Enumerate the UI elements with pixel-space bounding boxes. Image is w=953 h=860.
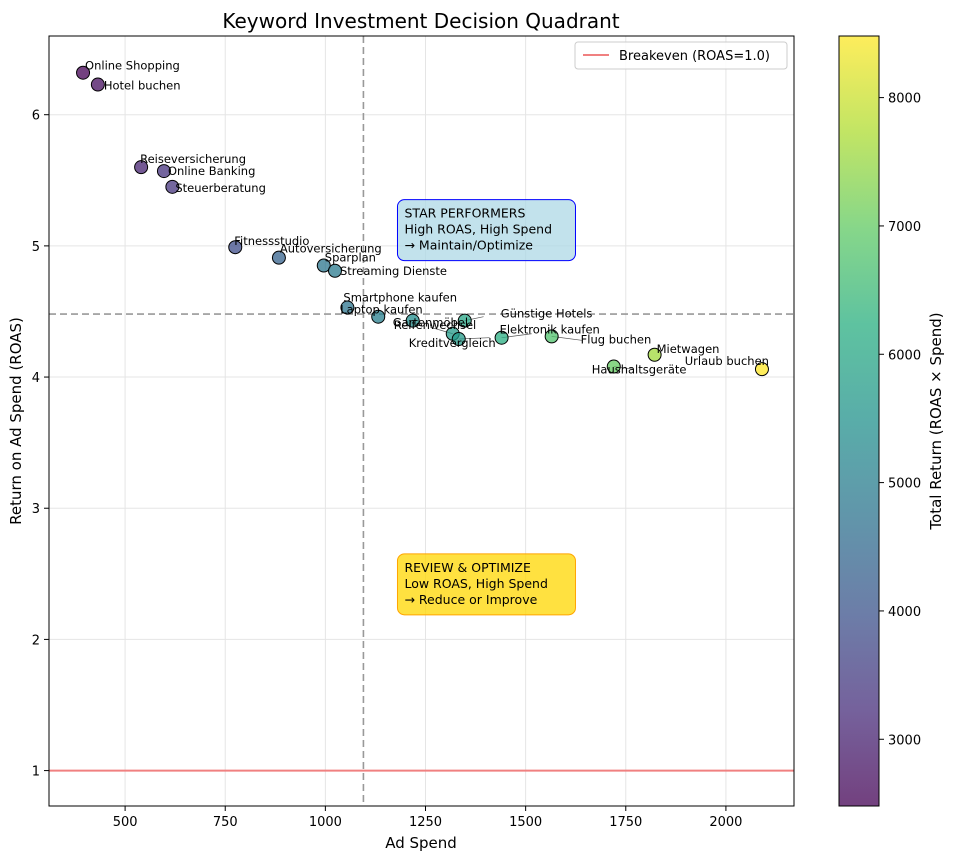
data-point	[228, 240, 243, 255]
point-label: Fitnessstudio	[234, 234, 309, 248]
point-label: Flug buchen	[581, 332, 652, 346]
plot-frame	[48, 35, 795, 807]
y-tick-label: 2	[32, 633, 40, 648]
point-label: Laptop kaufen	[340, 303, 422, 317]
point-label: Urlaub buchen	[685, 354, 769, 368]
legend-label: Breakeven (ROAS=1.0)	[619, 49, 770, 64]
data-point	[457, 313, 472, 328]
grid	[49, 36, 794, 806]
point-label: Online Banking	[168, 164, 255, 178]
data-point	[405, 313, 420, 328]
data-point	[156, 164, 171, 179]
y-tick-label: 4	[32, 371, 40, 386]
point-label: Streaming Dienste	[340, 264, 447, 278]
annotation-box	[396, 199, 576, 262]
colorbar-tick-label: 7000	[888, 220, 921, 235]
x-axis-ticks: 500 750 1000 1250 1500 1750 2000	[113, 806, 742, 830]
y-tick-label: 3	[32, 502, 40, 517]
data-point	[544, 329, 559, 344]
colorbar-tick-label: 5000	[888, 477, 921, 492]
x-tick-label: 2000	[709, 815, 742, 830]
y-tick-label: 6	[32, 109, 40, 124]
point-label: Haushaltsgeräte	[592, 363, 687, 377]
point-labels: Online Shopping Hotel buchen Reiseversiche…	[85, 59, 769, 377]
colorbar-tick-label: 8000	[888, 92, 921, 107]
x-tick-label: 1250	[409, 815, 442, 830]
annotation-box	[396, 553, 576, 616]
point-label: Steuerberatung	[175, 181, 266, 195]
data-point	[451, 332, 466, 347]
annotation-line: → Maintain/Optimize	[404, 238, 533, 253]
data-point	[316, 258, 331, 273]
annotation-line: STAR PERFORMERS	[404, 206, 525, 221]
data-point	[371, 309, 386, 324]
point-label: Hotel buchen	[104, 79, 181, 93]
y-tick-label: 5	[32, 240, 40, 255]
reference-lines	[49, 36, 794, 806]
legend: Breakeven (ROAS=1.0)	[574, 41, 788, 70]
point-label: Kreditvergleich	[409, 336, 496, 350]
annotation-line: Low ROAS, High Spend	[404, 576, 547, 591]
data-point	[494, 330, 509, 345]
point-label: Smartphone kaufen	[343, 291, 457, 305]
y-axis-label: Return on Ad Spend (ROAS)	[7, 317, 25, 525]
annotation-line: → Reduce or Improve	[404, 592, 537, 607]
data-point	[271, 250, 286, 265]
point-label: Günstige Hotels	[501, 307, 593, 321]
data-point	[754, 362, 769, 377]
point-label: Gartenmöbel	[393, 316, 468, 330]
data-point	[134, 160, 149, 175]
data-point	[327, 263, 342, 278]
data-point	[606, 359, 621, 374]
point-label: Reifenwechsel	[394, 318, 477, 332]
x-tick-label: 1000	[309, 815, 342, 830]
point-label: Elektronik kaufen	[500, 323, 600, 337]
data-point	[340, 300, 355, 315]
colorbar: 3000 4000 5000 6000 7000 8000 Total Return (R…	[838, 35, 945, 807]
annotation-line: High ROAS, High Spend	[404, 222, 552, 237]
data-point	[90, 77, 105, 92]
data-point	[76, 65, 91, 80]
data-point	[647, 347, 662, 362]
x-tick-label: 1500	[509, 815, 542, 830]
point-label: Sparplan	[325, 251, 376, 265]
x-axis-label: Ad Spend	[385, 834, 457, 852]
colorbar-label: Total Return (ROAS × Spend)	[927, 312, 945, 530]
y-tick-label: 1	[32, 765, 40, 780]
x-tick-label: 750	[213, 815, 238, 830]
data-points	[76, 65, 769, 377]
colorbar-gradient	[838, 35, 880, 807]
legend-box	[574, 41, 788, 70]
annotation-line: REVIEW & OPTIMIZE	[404, 560, 531, 575]
colorbar-tick-label: 6000	[888, 348, 921, 363]
colorbar-tick-label: 3000	[888, 733, 921, 748]
point-label: Autoversicherung	[280, 242, 382, 256]
point-label: Online Shopping	[85, 59, 180, 73]
colorbar-ticks: 3000 4000 5000 6000 7000 8000	[879, 92, 921, 748]
point-label: Mietwagen	[657, 342, 720, 356]
chart-title: Keyword Investment Decision Quadrant	[222, 9, 619, 33]
colorbar-tick-label: 4000	[888, 605, 921, 620]
y-axis-ticks: 1 2 3 4 5 6	[32, 109, 49, 780]
x-tick-label: 1750	[609, 815, 642, 830]
x-tick-label: 500	[113, 815, 138, 830]
point-label: Reiseversicherung	[140, 152, 246, 166]
data-point	[165, 179, 180, 194]
